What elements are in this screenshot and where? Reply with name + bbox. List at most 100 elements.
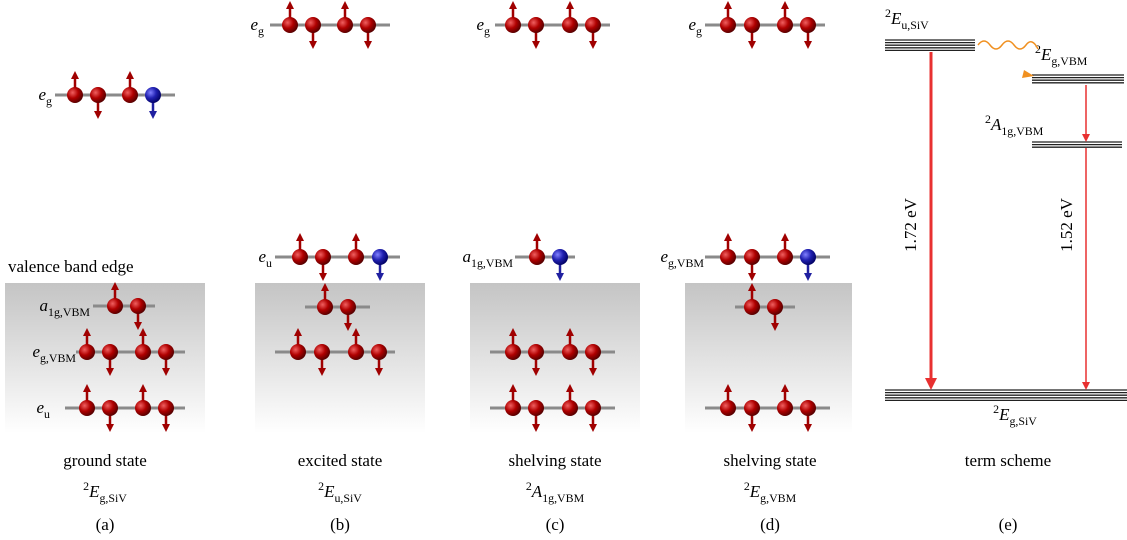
transition-head [1082, 382, 1090, 390]
caption: excited state [298, 451, 383, 470]
electron-ball [552, 249, 568, 265]
symbol: E [998, 405, 1010, 424]
subscript: u,SiV [334, 491, 362, 505]
electron [552, 249, 568, 281]
subscript: g [46, 94, 52, 108]
electron-ball [317, 299, 333, 315]
arrow-head [748, 273, 756, 281]
electron-ball [102, 400, 118, 416]
electron [67, 71, 83, 103]
electron-ball [720, 400, 736, 416]
electron [372, 249, 388, 281]
math-label: 2Eg,VBM [744, 479, 797, 505]
symbol: E [1040, 45, 1052, 64]
electron [800, 249, 816, 281]
electron-ball [372, 249, 388, 265]
symbol: A [990, 115, 1002, 134]
electron-ball [371, 344, 387, 360]
arrow-head [533, 233, 541, 241]
arrow-head [781, 233, 789, 241]
electron-ball [145, 87, 161, 103]
electron [305, 17, 321, 49]
electron-ball [744, 400, 760, 416]
electron [337, 1, 353, 33]
electron [360, 17, 376, 49]
subscript: g,VBM [40, 351, 76, 365]
electron-ball [348, 249, 364, 265]
electron-ball [777, 400, 793, 416]
electron-ball [777, 17, 793, 33]
arrow-head [94, 111, 102, 119]
electron-ball [562, 344, 578, 360]
electron [744, 249, 760, 281]
arrow-head [804, 273, 812, 281]
arrow-head [804, 41, 812, 49]
electron-ball [158, 344, 174, 360]
electron-ball [360, 17, 376, 33]
math-label: 2A1g,VBM [526, 479, 585, 505]
electron-ball [122, 87, 138, 103]
caption: shelving state [508, 451, 601, 470]
electron-ball [282, 17, 298, 33]
arrow-head [286, 1, 294, 9]
math-label: 2Eg,VBM [1035, 42, 1088, 68]
math-label: eg,VBM [660, 247, 704, 270]
electron [122, 71, 138, 103]
arrow-head [364, 41, 372, 49]
electron [292, 233, 308, 265]
electron [744, 17, 760, 49]
subscript: g,SiV [99, 491, 127, 505]
electron [315, 249, 331, 281]
electron-ball [585, 344, 601, 360]
electron [145, 87, 161, 119]
math-label: eg [689, 15, 703, 38]
diagram: valence band edge ega1g,VBMeg,VBMeugroun… [0, 0, 1127, 540]
math-label: eu [259, 247, 273, 270]
transition-head [925, 378, 937, 390]
arrow-head [532, 41, 540, 49]
electron [528, 17, 544, 49]
arrow-head [341, 1, 349, 9]
subscript: u,SiV [901, 18, 929, 32]
math-label: 2Eu,SiV [318, 479, 362, 505]
caption: shelving state [723, 451, 816, 470]
electron-ball [340, 299, 356, 315]
symbol: E [749, 482, 761, 501]
electron [348, 233, 364, 265]
subscript: 1g,VBM [542, 491, 584, 505]
electron [505, 1, 521, 33]
electron-ball [505, 344, 521, 360]
arrow-head [748, 41, 756, 49]
electron-ball [505, 17, 521, 33]
subscript: g,VBM [1051, 54, 1087, 68]
electron-ball [90, 87, 106, 103]
electron-ball [102, 344, 118, 360]
math-label: 2Eu,SiV [885, 6, 929, 32]
electron [777, 1, 793, 33]
symbol: a [40, 296, 49, 315]
subscript: g,VBM [668, 256, 704, 270]
valence-band [470, 283, 640, 433]
electron-ball [744, 17, 760, 33]
panel-tag: (e) [999, 515, 1018, 534]
subscript: g [484, 24, 490, 38]
arrow-head [149, 111, 157, 119]
panel-tag: (c) [546, 515, 565, 534]
electron-ball [107, 298, 123, 314]
arrow-head [352, 233, 360, 241]
panel-tag: (a) [96, 515, 115, 534]
electron-ball [505, 400, 521, 416]
arrow-head [566, 1, 574, 9]
arrow-head [309, 41, 317, 49]
arrow-head [724, 1, 732, 9]
electron [720, 233, 736, 265]
subscript: g,VBM [760, 491, 796, 505]
electron [90, 87, 106, 119]
electron [282, 1, 298, 33]
caption: term scheme [965, 451, 1051, 470]
electron-ball [135, 344, 151, 360]
math-label: a1g,VBM [463, 247, 514, 270]
electron-ball [528, 344, 544, 360]
electron-ball [158, 400, 174, 416]
electron-ball [585, 400, 601, 416]
